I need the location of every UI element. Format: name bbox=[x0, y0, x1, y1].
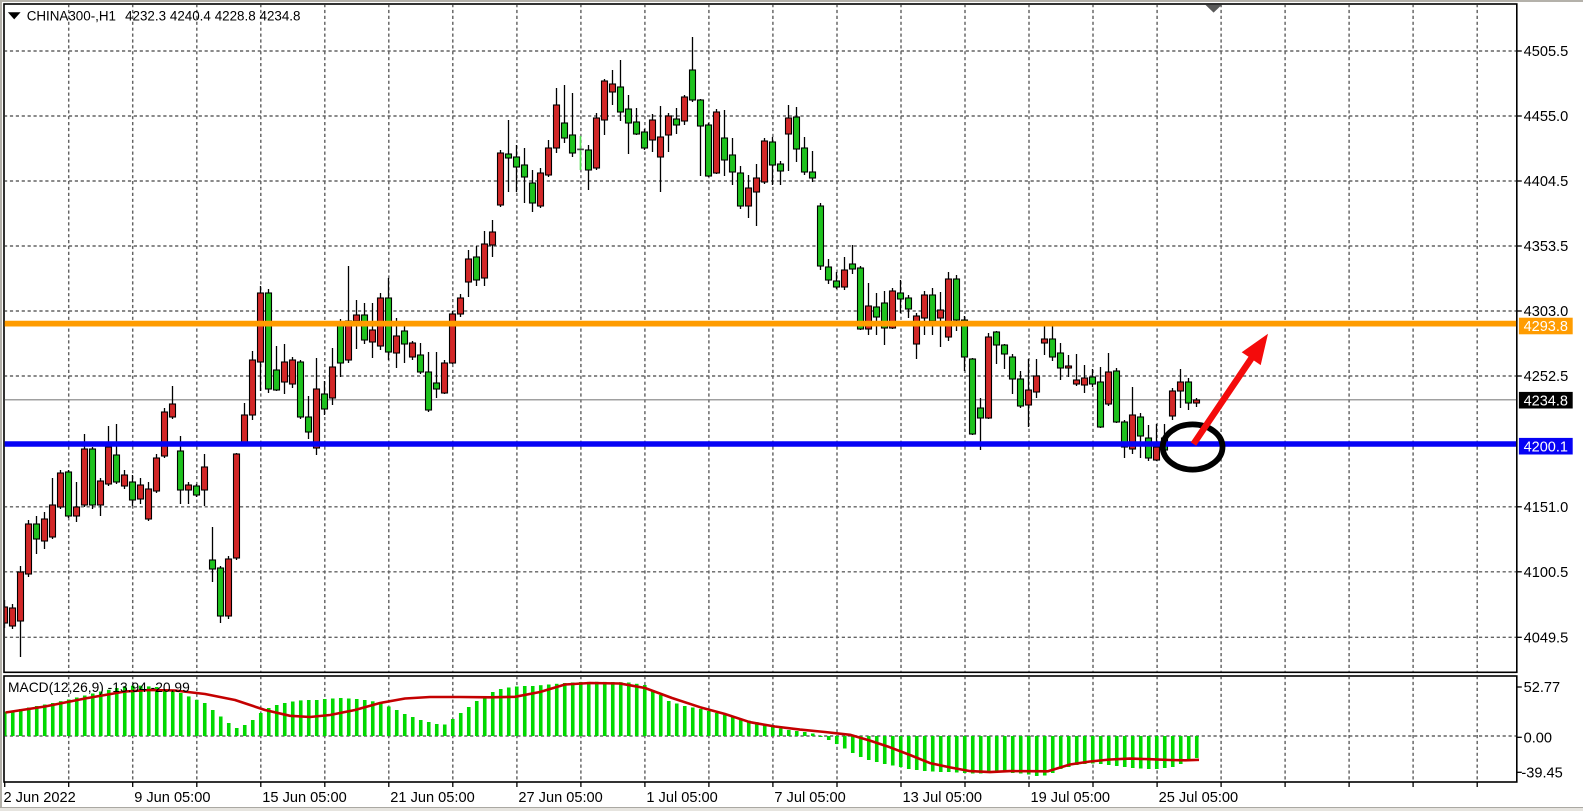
svg-text:25 Jul 05:00: 25 Jul 05:00 bbox=[1159, 790, 1239, 806]
svg-text:4252.5: 4252.5 bbox=[1524, 369, 1569, 385]
svg-text:4404.5: 4404.5 bbox=[1524, 174, 1569, 190]
svg-text:1 Jul 05:00: 1 Jul 05:00 bbox=[646, 790, 717, 806]
svg-text:4234.8: 4234.8 bbox=[260, 9, 301, 24]
svg-text:4228.8: 4228.8 bbox=[215, 9, 256, 24]
svg-text:0.00: 0.00 bbox=[1524, 730, 1552, 746]
svg-text:4234.8: 4234.8 bbox=[1524, 393, 1568, 409]
svg-text:4303.0: 4303.0 bbox=[1524, 304, 1569, 320]
svg-text:4200.1: 4200.1 bbox=[1524, 439, 1568, 455]
svg-text:13 Jul 05:00: 13 Jul 05:00 bbox=[903, 790, 983, 806]
svg-text:27 Jun 05:00: 27 Jun 05:00 bbox=[518, 790, 602, 806]
svg-text:-39.45: -39.45 bbox=[1521, 765, 1562, 781]
svg-text:21 Jun 05:00: 21 Jun 05:00 bbox=[390, 790, 474, 806]
svg-text:4240.4: 4240.4 bbox=[170, 9, 212, 24]
svg-text:4151.0: 4151.0 bbox=[1524, 500, 1569, 516]
svg-text:4293.8: 4293.8 bbox=[1524, 319, 1568, 335]
svg-text:4353.5: 4353.5 bbox=[1524, 239, 1569, 255]
svg-text:9 Jun 05:00: 9 Jun 05:00 bbox=[134, 790, 210, 806]
svg-text:CHINA300-,H1: CHINA300-,H1 bbox=[27, 9, 116, 24]
svg-text:4505.5: 4505.5 bbox=[1524, 44, 1569, 60]
svg-text:19 Jul 05:00: 19 Jul 05:00 bbox=[1031, 790, 1111, 806]
svg-text:52.77: 52.77 bbox=[1524, 680, 1561, 696]
svg-text:MACD(12,26,9) -13.94 -20.99: MACD(12,26,9) -13.94 -20.99 bbox=[8, 680, 190, 695]
svg-text:4049.5: 4049.5 bbox=[1524, 630, 1569, 646]
svg-text:15 Jun 05:00: 15 Jun 05:00 bbox=[262, 790, 346, 806]
svg-text:7 Jul 05:00: 7 Jul 05:00 bbox=[774, 790, 845, 806]
svg-text:4232.3: 4232.3 bbox=[125, 9, 166, 24]
svg-text:2 Jun 2022: 2 Jun 2022 bbox=[4, 790, 76, 806]
svg-text:4100.5: 4100.5 bbox=[1524, 565, 1569, 581]
svg-text:4455.0: 4455.0 bbox=[1524, 109, 1569, 125]
